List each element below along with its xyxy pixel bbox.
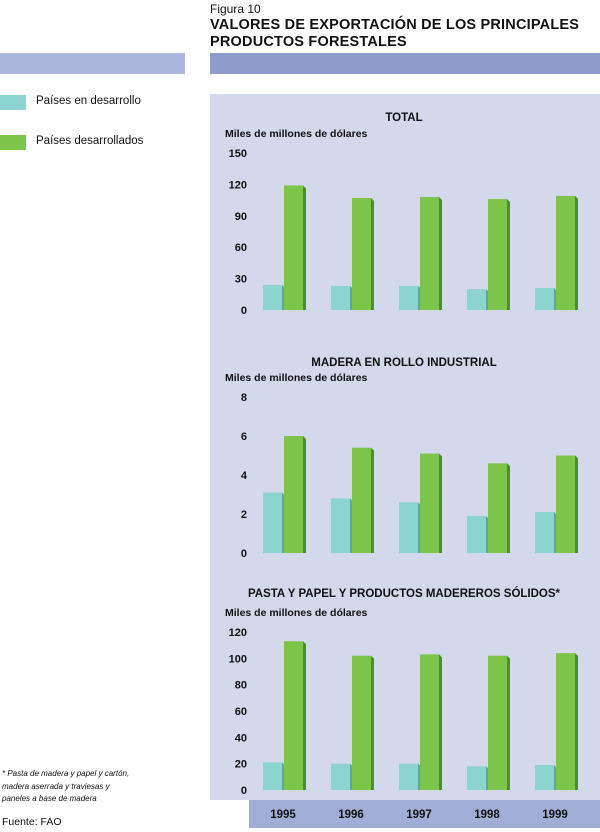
chart-1-ytick: 0 bbox=[241, 305, 247, 317]
chart-2-ylabel: Miles de millones de dólares bbox=[225, 372, 368, 384]
header-bar-right bbox=[210, 53, 600, 74]
chart-2-bar-shade bbox=[303, 436, 306, 553]
chart-2-bar-developed-1995 bbox=[284, 436, 303, 553]
chart-1-ytick: 90 bbox=[235, 211, 247, 223]
chart-2-bar-developing-1998 bbox=[467, 515, 486, 553]
legend-label-developed: Países desarrollados bbox=[36, 135, 144, 147]
chart-3-ytick: 80 bbox=[235, 680, 247, 692]
chart-3-bar-developed-1997 bbox=[420, 654, 439, 790]
legend-item-developing: Países en desarrollo bbox=[0, 92, 185, 112]
chart-2-bar-developed-1997 bbox=[420, 453, 439, 553]
chart-1-bar-developed-1995 bbox=[284, 185, 303, 310]
chart-3-bar-developing-1995 bbox=[263, 762, 282, 790]
figure-label: Figura 10 bbox=[210, 2, 261, 16]
chart-3-ytick: 100 bbox=[229, 653, 247, 665]
chart-3-bar-shade bbox=[575, 653, 578, 790]
header-bar-left bbox=[0, 53, 185, 74]
chart-1-bar-shade bbox=[575, 195, 578, 310]
chart-2-bar-developing-1996 bbox=[331, 498, 350, 553]
chart-1-ytick: 30 bbox=[235, 274, 247, 286]
year-label-1999: 1999 bbox=[542, 809, 568, 821]
chart-2-ytick: 2 bbox=[241, 509, 247, 521]
footnote-line-2: madera aserrada y traviesas y bbox=[2, 781, 110, 791]
chart-3-bar-developing-1997 bbox=[399, 763, 418, 790]
chart-3-ytick: 120 bbox=[229, 627, 247, 639]
chart-3-ytick: 0 bbox=[241, 785, 247, 797]
chart-1-bar-developing-1995 bbox=[263, 284, 282, 310]
chart-3-bar-shade bbox=[439, 654, 442, 790]
year-axis-bar bbox=[249, 800, 600, 828]
chart-2-bar-shade bbox=[439, 453, 442, 553]
chart-3-ytick: 40 bbox=[235, 732, 247, 744]
chart-3-bar-developing-1996 bbox=[331, 763, 350, 790]
chart-2-title: MADERA EN ROLLO INDUSTRIAL bbox=[311, 357, 496, 369]
chart-3-bar-developed-1998 bbox=[488, 655, 507, 790]
chart-1-title: TOTAL bbox=[385, 112, 422, 124]
chart-1-bar-shade bbox=[371, 198, 374, 310]
chart-2-ytick: 8 bbox=[241, 392, 247, 404]
chart-2-bar-developed-1996 bbox=[352, 447, 371, 553]
chart-2-bar-developed-1998 bbox=[488, 463, 507, 553]
chart-2-bar-developing-1995 bbox=[263, 492, 282, 553]
chart-1-ytick: 150 bbox=[229, 148, 247, 160]
chart-2-bar-shade bbox=[507, 463, 510, 553]
chart-3-title: PASTA Y PAPEL Y PRODUCTOS MADEREROS SÓLI… bbox=[248, 587, 561, 600]
chart-3-bar-shade bbox=[303, 641, 306, 790]
chart-1-bar-developing-1996 bbox=[331, 285, 350, 310]
chart-3-bar-developed-1999 bbox=[556, 653, 575, 790]
year-label-1998: 1998 bbox=[474, 809, 500, 821]
chart-3-bar-developing-1998 bbox=[467, 766, 486, 790]
chart-2-bar-shade bbox=[371, 447, 374, 553]
chart-3-ylabel: Miles de millones de dólares bbox=[225, 607, 368, 619]
year-label-1996: 1996 bbox=[338, 809, 364, 821]
footnote-line-3: paneles a base de madera bbox=[2, 794, 97, 803]
source-note: Fuente: FAO bbox=[2, 816, 62, 828]
chart-2-bar-shade bbox=[575, 455, 578, 553]
chart-3-bar-shade bbox=[371, 655, 374, 790]
chart-1-bar-developed-1997 bbox=[420, 196, 439, 310]
legend-item-developed: Países desarrollados bbox=[0, 132, 185, 152]
footnote: * Pasta de madera y papel y cartón, made… bbox=[2, 768, 162, 806]
chart-1-bar-shade bbox=[439, 196, 442, 310]
chart-2-ytick: 4 bbox=[241, 470, 248, 482]
chart-3-bar-shade bbox=[507, 655, 510, 790]
figure-title-line-2: PRODUCTOS FORESTALES bbox=[210, 34, 407, 50]
chart-1-bar-developing-1998 bbox=[467, 289, 486, 310]
chart-3-bar-developed-1996 bbox=[352, 655, 371, 790]
year-label-1995: 1995 bbox=[270, 809, 296, 821]
chart-1-bar-developed-1996 bbox=[352, 198, 371, 310]
chart-1-bar-developed-1999 bbox=[556, 195, 575, 310]
chart-1-bar-shade bbox=[303, 185, 306, 310]
chart-1-ytick: 60 bbox=[235, 242, 247, 254]
chart-1-bar-developing-1997 bbox=[399, 285, 418, 310]
chart-1-bar-developing-1999 bbox=[535, 288, 554, 310]
year-label-1997: 1997 bbox=[406, 809, 432, 821]
chart-2-ytick: 0 bbox=[241, 548, 247, 560]
chart-1-ylabel: Miles de millones de dólares bbox=[225, 128, 368, 140]
chart-2-ytick: 6 bbox=[241, 431, 247, 443]
legend-label-developing: Países en desarrollo bbox=[36, 95, 141, 107]
chart-2-bar-developing-1997 bbox=[399, 502, 418, 553]
chart-1-bar-shade bbox=[507, 199, 510, 310]
figure-title: VALORES DE EXPORTACIÓN DE LOS PRINCIPALE… bbox=[210, 17, 595, 51]
chart-panel-background bbox=[210, 94, 600, 800]
chart-3-ytick: 60 bbox=[235, 706, 247, 718]
figure-title-line-1: VALORES DE EXPORTACIÓN DE LOS PRINCIPALE… bbox=[210, 17, 580, 33]
chart-3-ytick: 20 bbox=[235, 759, 247, 771]
chart-3-bar-developed-1995 bbox=[284, 641, 303, 790]
chart-2-bar-developing-1999 bbox=[535, 512, 554, 553]
chart-1-ytick: 120 bbox=[229, 179, 247, 191]
chart-2-bar-developed-1999 bbox=[556, 455, 575, 553]
legend-swatch-developed bbox=[0, 135, 26, 150]
footnote-line-1: * Pasta de madera y papel y cartón, bbox=[2, 769, 130, 778]
chart-3-bar-developing-1999 bbox=[535, 764, 554, 790]
chart-1-bar-developed-1998 bbox=[488, 199, 507, 310]
legend-swatch-developing bbox=[0, 95, 26, 110]
